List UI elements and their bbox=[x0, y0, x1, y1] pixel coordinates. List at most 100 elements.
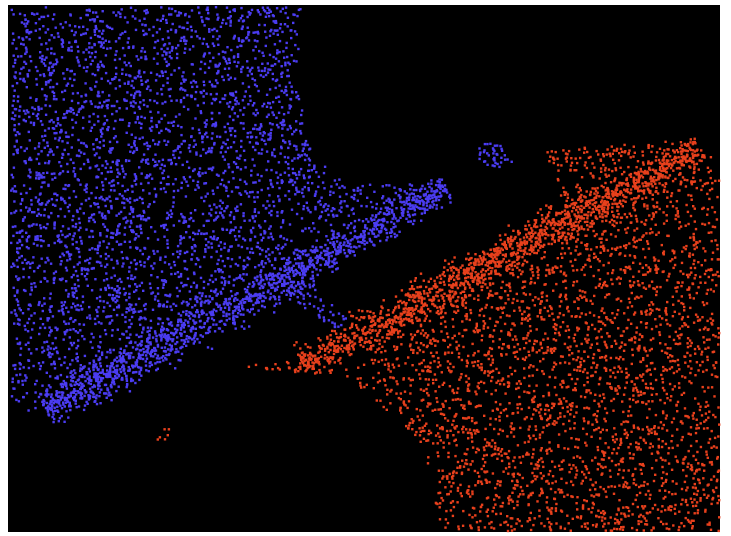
particle bbox=[335, 253, 338, 256]
particle bbox=[156, 292, 160, 295]
particle bbox=[80, 95, 83, 98]
particle bbox=[89, 129, 92, 132]
particle bbox=[324, 203, 327, 206]
particle bbox=[176, 295, 179, 298]
particle bbox=[380, 218, 383, 222]
particle bbox=[269, 179, 272, 182]
particle bbox=[18, 72, 22, 75]
particle bbox=[229, 15, 232, 18]
particle bbox=[674, 177, 677, 181]
particle bbox=[235, 238, 238, 241]
particle bbox=[64, 322, 67, 326]
particle bbox=[678, 312, 681, 316]
particle bbox=[75, 393, 78, 396]
particle bbox=[69, 383, 72, 386]
particle bbox=[64, 289, 68, 292]
particle bbox=[157, 299, 160, 303]
particle bbox=[293, 130, 296, 133]
particle bbox=[58, 238, 61, 241]
particle bbox=[122, 360, 126, 363]
particle bbox=[598, 237, 601, 240]
particle bbox=[310, 230, 313, 233]
particle bbox=[322, 304, 325, 308]
particle bbox=[12, 286, 15, 289]
particle bbox=[114, 119, 117, 123]
particle bbox=[292, 21, 295, 25]
particle bbox=[246, 290, 249, 294]
particle bbox=[275, 123, 279, 127]
particle bbox=[293, 274, 296, 277]
particle bbox=[97, 106, 100, 109]
particle bbox=[28, 158, 31, 161]
particle bbox=[118, 107, 121, 110]
particle bbox=[362, 238, 365, 242]
particle bbox=[112, 232, 115, 235]
particle bbox=[326, 239, 330, 242]
particle bbox=[340, 206, 343, 209]
particle bbox=[74, 195, 78, 199]
particle bbox=[27, 236, 30, 239]
particle bbox=[73, 396, 77, 399]
particle bbox=[55, 98, 58, 101]
particle bbox=[134, 183, 138, 186]
particle bbox=[252, 112, 255, 115]
particle bbox=[411, 336, 414, 339]
particle bbox=[352, 196, 355, 200]
particle bbox=[343, 200, 346, 203]
particle bbox=[250, 169, 253, 172]
particle bbox=[169, 266, 173, 269]
particle bbox=[654, 318, 657, 321]
particle bbox=[558, 295, 561, 299]
particle bbox=[96, 115, 100, 118]
particle bbox=[251, 158, 254, 161]
particle bbox=[253, 283, 256, 286]
particle bbox=[12, 95, 16, 98]
particle bbox=[19, 192, 23, 195]
particle bbox=[236, 45, 239, 49]
particle bbox=[53, 276, 56, 280]
particle bbox=[165, 353, 168, 357]
particle bbox=[256, 128, 259, 131]
particle bbox=[71, 238, 74, 241]
particle bbox=[661, 317, 664, 320]
particle bbox=[630, 430, 633, 433]
particle bbox=[308, 294, 312, 298]
particle bbox=[353, 219, 357, 223]
particle bbox=[331, 313, 335, 317]
particle bbox=[36, 266, 40, 269]
particle bbox=[256, 30, 259, 34]
particle bbox=[224, 51, 227, 54]
particle bbox=[528, 391, 531, 395]
particle bbox=[55, 58, 58, 61]
particle bbox=[295, 60, 298, 63]
particle bbox=[237, 312, 240, 315]
particle bbox=[125, 311, 128, 314]
particle bbox=[264, 262, 267, 265]
particle bbox=[84, 391, 87, 394]
particle bbox=[96, 65, 99, 69]
particle bbox=[44, 113, 48, 116]
particle bbox=[60, 198, 63, 201]
blue-particles bbox=[10, 6, 513, 424]
particle bbox=[204, 331, 208, 335]
particle bbox=[245, 295, 248, 298]
particle bbox=[265, 105, 269, 108]
particle bbox=[65, 280, 68, 283]
particle bbox=[60, 278, 63, 282]
particle bbox=[318, 199, 322, 203]
particle bbox=[15, 259, 19, 262]
particle bbox=[236, 205, 239, 208]
particle bbox=[136, 214, 139, 218]
particle bbox=[85, 13, 88, 17]
particle bbox=[74, 389, 77, 393]
particle bbox=[594, 456, 597, 459]
particle bbox=[109, 315, 113, 318]
particle bbox=[109, 166, 112, 169]
particle bbox=[226, 138, 229, 141]
particle bbox=[297, 262, 300, 265]
particle bbox=[177, 44, 180, 47]
particle bbox=[110, 386, 113, 389]
particle bbox=[183, 323, 186, 327]
particle bbox=[162, 327, 165, 330]
particle bbox=[34, 99, 38, 102]
